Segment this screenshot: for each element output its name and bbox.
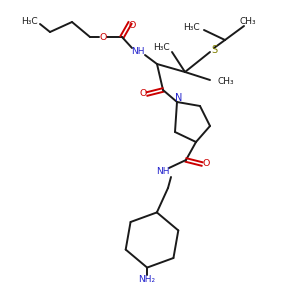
Text: N: N — [175, 93, 183, 103]
Text: CH₃: CH₃ — [218, 77, 235, 86]
Text: H₃C: H₃C — [153, 44, 170, 52]
Text: O: O — [99, 32, 107, 41]
Text: CH₃: CH₃ — [240, 17, 256, 26]
Text: H₃C: H₃C — [183, 23, 200, 32]
Text: O: O — [128, 20, 136, 29]
Text: O: O — [202, 158, 210, 167]
Text: S: S — [211, 45, 217, 55]
Text: NH: NH — [156, 167, 170, 176]
Text: NH: NH — [131, 47, 145, 56]
Text: NH₂: NH₂ — [139, 275, 156, 284]
Text: H₃C: H₃C — [21, 17, 38, 26]
Text: O: O — [139, 89, 147, 98]
